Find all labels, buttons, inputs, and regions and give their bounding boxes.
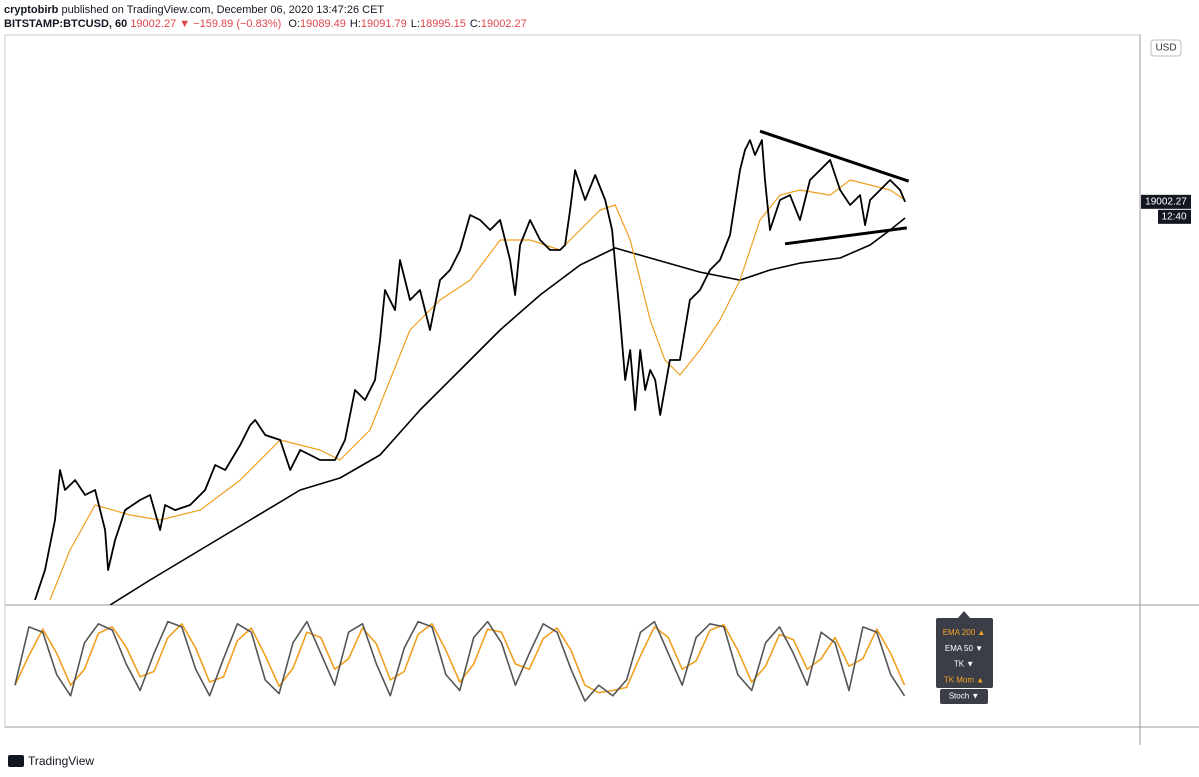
published: published on TradingView.com, December 0…: [61, 4, 385, 16]
ohlc-label: C:: [469, 18, 481, 30]
last: 19002.27: [130, 18, 177, 30]
last-price-box: [1141, 194, 1191, 209]
currency: USD: [1155, 43, 1176, 54]
ohlc-label: O:: [288, 18, 300, 30]
ohlc: O:19089.49 H:19091.79 L:18995.15 C:19002.27: [284, 18, 526, 30]
legend-item: EMA 200 ▲: [943, 628, 986, 637]
arrow: ▼: [179, 18, 191, 30]
stoch-line: [14, 620, 906, 702]
publish-line: cryptobirb published on TradingView.com,…: [4, 3, 527, 17]
footer: TradingView: [28, 754, 94, 768]
currency-box: [1150, 39, 1182, 57]
header: cryptobirb published on TradingView.com,…: [4, 3, 527, 31]
series-line: [49, 179, 906, 601]
ohlc-label: L:: [410, 18, 420, 30]
countdown-box: [1158, 209, 1191, 224]
legend-pointer: [958, 611, 970, 618]
change: −159.89 (−0.83%): [193, 18, 282, 30]
ohlc-value: 19091.79: [360, 18, 407, 30]
legend-item: TK Mom ▲: [944, 676, 984, 685]
footer-logo: TradingView: [8, 754, 94, 768]
trendline: [759, 129, 910, 183]
symbol-line: BITSTAMP:BTCUSD, 60 19002.27 ▼ −159.89 (…: [4, 17, 527, 31]
countdown: 12:40: [1161, 211, 1186, 222]
ohlc-value: 19089.49: [299, 18, 346, 30]
legend-box-stoch: [940, 689, 988, 704]
ohlc-value: 19002.27: [480, 18, 527, 30]
last-price-label: 19002.27: [1145, 196, 1187, 207]
stoch-line: [14, 623, 906, 694]
symbol: BITSTAMP:BTCUSD, 60: [4, 18, 128, 30]
publisher: cryptobirb: [4, 4, 59, 16]
legend-box: [936, 618, 993, 688]
legend-item: Stoch ▼: [949, 691, 980, 700]
legend-item: EMA 50 ▼: [945, 644, 983, 653]
series-line: [109, 217, 906, 605]
series-line: [34, 139, 906, 601]
logo-icon: [8, 755, 24, 767]
ohlc-label: H:: [349, 18, 361, 30]
legend-item: TK ▼: [954, 660, 974, 669]
trendline: [784, 226, 907, 246]
ohlc-value: 18995.15: [419, 18, 466, 30]
